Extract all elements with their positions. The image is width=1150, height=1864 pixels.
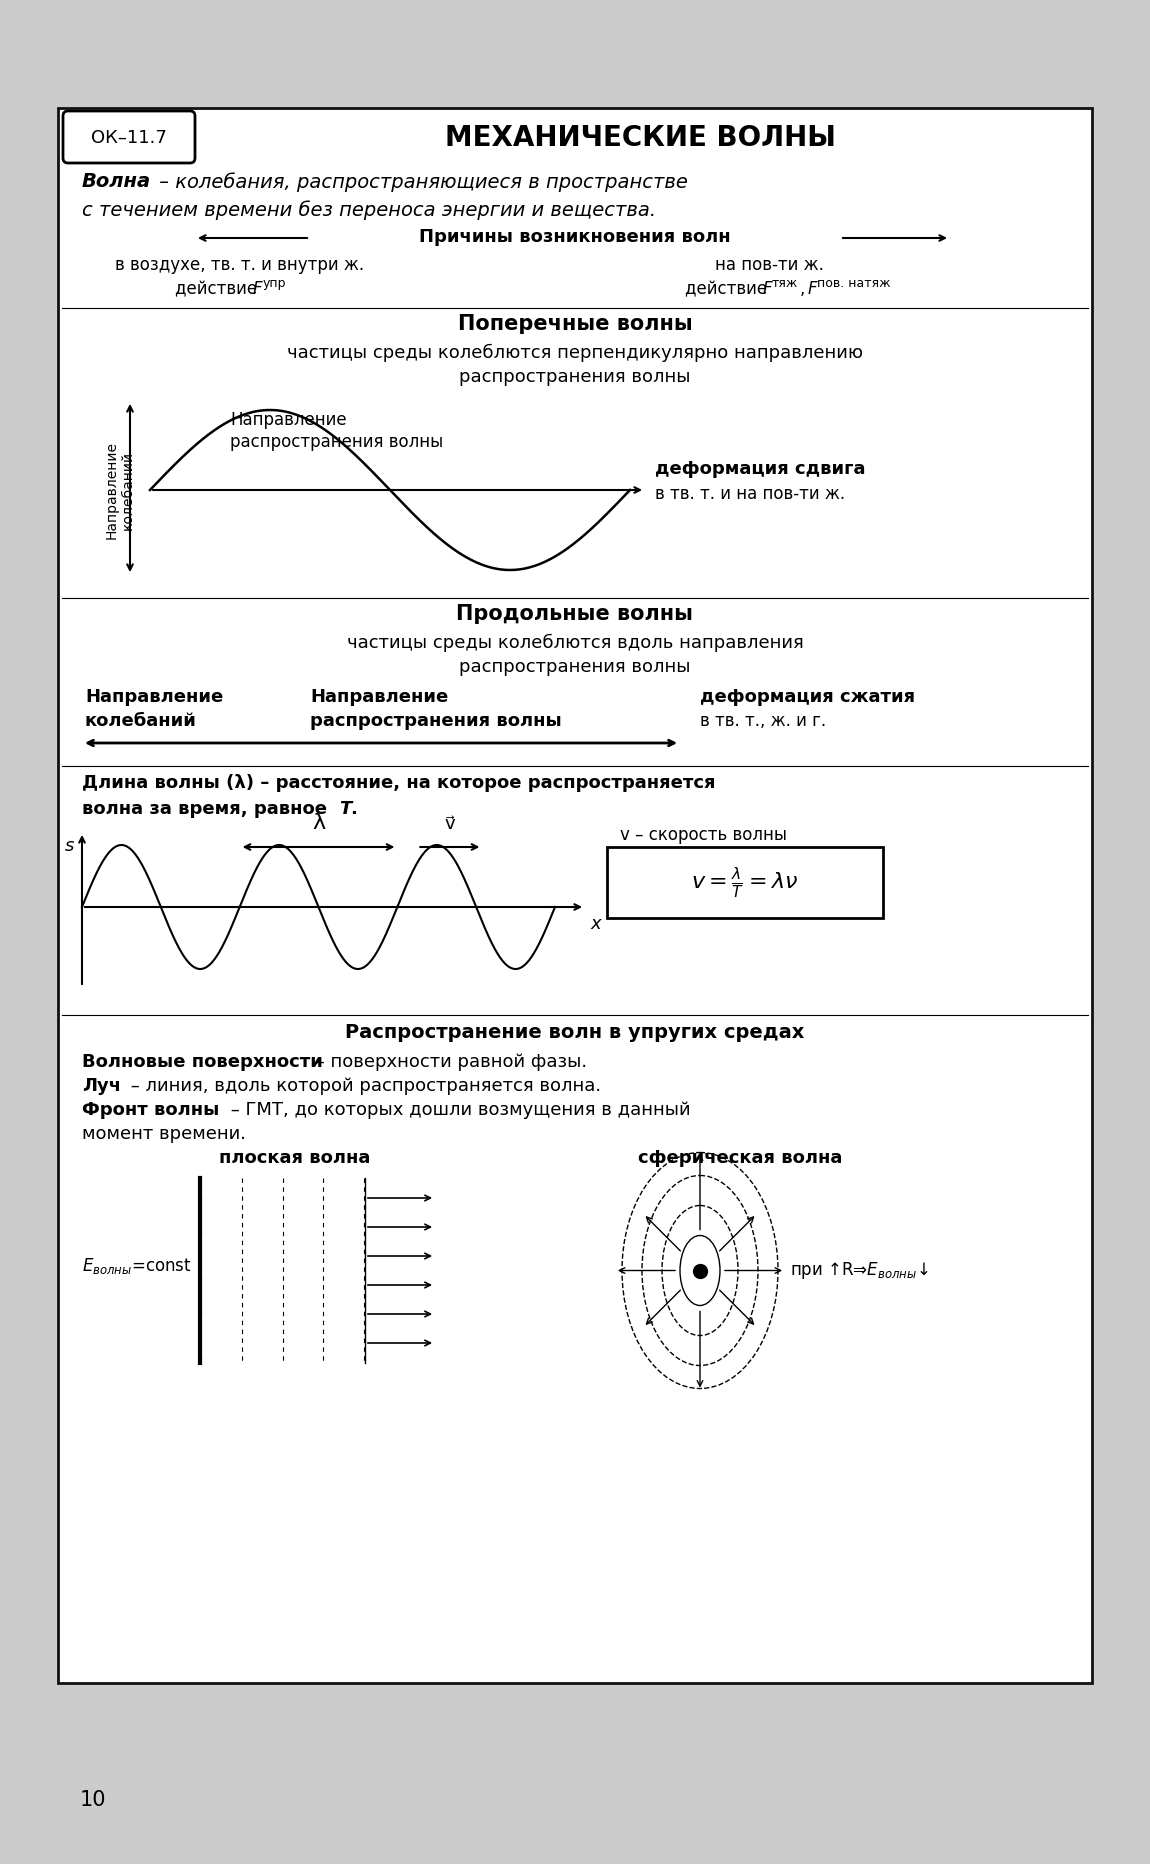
Text: λ: λ [312, 813, 325, 833]
Text: с течением времени без переноса энергии и вещества.: с течением времени без переноса энергии … [82, 199, 657, 220]
Text: 10: 10 [81, 1789, 107, 1810]
Text: волна за время, равное: волна за время, равное [82, 800, 333, 818]
Text: действие: действие [685, 280, 773, 298]
Text: действие: действие [175, 280, 262, 298]
Text: колебаний: колебаний [85, 712, 197, 731]
Text: Причины возникновения волн: Причины возникновения волн [420, 227, 730, 246]
Text: .: . [350, 800, 356, 818]
Text: s: s [64, 837, 74, 856]
Text: деформация сжатия: деформация сжатия [700, 688, 915, 706]
Text: F: F [253, 280, 262, 298]
Text: – поверхности равной фазы.: – поверхности равной фазы. [310, 1053, 588, 1072]
Text: ОК–11.7: ОК–11.7 [91, 129, 167, 147]
Text: распространения волны: распространения волны [459, 367, 691, 386]
Text: Направление: Направление [310, 688, 448, 706]
Text: x: x [590, 915, 600, 934]
Text: $v=\frac{\lambda}{T}=\lambda\nu$: $v=\frac{\lambda}{T}=\lambda\nu$ [691, 865, 798, 900]
FancyBboxPatch shape [58, 108, 1092, 1683]
Text: распространения волны: распространения волны [459, 658, 691, 677]
Text: F: F [808, 280, 818, 298]
Text: Волновые поверхности: Волновые поверхности [82, 1053, 323, 1072]
Text: пов. натяж: пов. натяж [816, 278, 890, 291]
Text: T: T [339, 800, 351, 818]
Text: частицы среды колеблются перпендикулярно направлению: частицы среды колеблются перпендикулярно… [288, 345, 862, 362]
Text: ,: , [800, 280, 805, 298]
Text: распространения волны: распространения волны [230, 432, 443, 451]
Text: Луч: Луч [82, 1077, 121, 1094]
Text: частицы среды колеблются вдоль направления: частицы среды колеблются вдоль направлен… [346, 634, 804, 652]
Text: деформация сдвига: деформация сдвига [656, 460, 866, 477]
Text: Направление: Направление [230, 410, 346, 429]
Text: Направление: Направление [85, 688, 223, 706]
Text: Продольные волны: Продольные волны [457, 604, 693, 624]
Text: – колебания, распространяющиеся в пространстве: – колебания, распространяющиеся в простр… [153, 171, 688, 192]
FancyBboxPatch shape [607, 846, 883, 917]
Text: тяж: тяж [772, 278, 798, 291]
Text: Поперечные волны: Поперечные волны [458, 313, 692, 334]
Text: Направление
колебаний: Направление колебаний [105, 442, 135, 539]
Text: $E_{волны}$=const: $E_{волны}$=const [82, 1256, 192, 1275]
Text: момент времени.: момент времени. [82, 1126, 246, 1143]
Text: – ГМТ, до которых дошли возмущения в данный: – ГМТ, до которых дошли возмущения в дан… [225, 1102, 691, 1118]
Text: сферическая волна: сферическая волна [638, 1148, 842, 1167]
Text: Фронт волны: Фронт волны [82, 1102, 220, 1118]
Text: Волна: Волна [82, 171, 151, 190]
Text: в тв. т., ж. и г.: в тв. т., ж. и г. [700, 712, 826, 731]
FancyBboxPatch shape [63, 112, 196, 162]
Text: v⃗: v⃗ [445, 815, 455, 833]
Text: F: F [762, 280, 773, 298]
Text: Длина волны (λ) – расстояние, на которое распространяется: Длина волны (λ) – расстояние, на которое… [82, 774, 715, 792]
Text: в воздухе, тв. т. и внутри ж.: в воздухе, тв. т. и внутри ж. [115, 255, 365, 274]
Text: в тв. т. и на пов-ти ж.: в тв. т. и на пов-ти ж. [656, 485, 845, 503]
Text: v – скорость волны: v – скорость волны [620, 826, 787, 844]
Text: Распространение волн в упругих средах: Распространение волн в упругих средах [345, 1023, 805, 1042]
Text: упр: упр [263, 278, 286, 291]
Text: при ↑R⇒$E_{волны}$↓: при ↑R⇒$E_{волны}$↓ [790, 1260, 929, 1281]
Text: МЕХАНИЧЕСКИЕ ВОЛНЫ: МЕХАНИЧЕСКИЕ ВОЛНЫ [445, 125, 835, 153]
Text: на пов-ти ж.: на пов-ти ж. [715, 255, 823, 274]
Text: – линия, вдоль которой распространяется волна.: – линия, вдоль которой распространяется … [125, 1077, 601, 1094]
Text: плоская волна: плоская волна [220, 1148, 370, 1167]
Text: распространения волны: распространения волны [310, 712, 561, 731]
